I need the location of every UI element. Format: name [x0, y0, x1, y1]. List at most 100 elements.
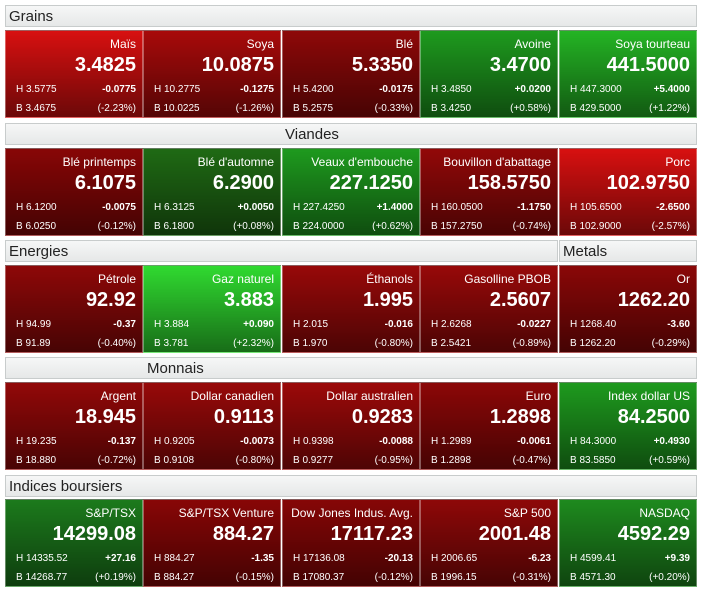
quote-low: B 429.5000	[570, 103, 622, 114]
quote-tile[interactable]: S&P 500 2001.48 H 2006.65 -6.23 B 1996.15 (-0…	[420, 499, 558, 587]
quote-change: +0.090	[243, 319, 274, 330]
section-header: Grains	[5, 5, 697, 27]
quote-high: H 0.9398	[293, 436, 334, 447]
quote-tile[interactable]: Éthanols 1.995 H 2.015 -0.016 B 1.970 (-0.80%…	[282, 265, 420, 353]
quote-low: B 0.9277	[293, 455, 334, 466]
quote-price: 17117.23	[330, 523, 413, 545]
quote-percent: (-0.33%)	[374, 103, 413, 114]
quote-price: 3.4825	[74, 54, 136, 76]
quote-percent: (+2.32%)	[233, 338, 274, 349]
quote-percent: (-0.40%)	[97, 338, 136, 349]
quote-change: +0.0050	[237, 202, 274, 213]
quote-tile[interactable]: Blé d'automne 6.2900 H 6.3125 +0.0050 B 6.18…	[143, 148, 281, 236]
quote-name: S&P 500	[503, 506, 551, 520]
quote-name: Maïs	[109, 37, 136, 51]
quote-price: 92.92	[85, 289, 136, 311]
quote-percent: (-0.29%)	[651, 338, 690, 349]
quote-tile[interactable]: Soya tourteau 441.5000 H 447.3000 +5.4000 B …	[559, 30, 697, 118]
quote-change: -0.0073	[240, 436, 274, 447]
quote-price: 6.2900	[212, 172, 274, 194]
quote-high: H 17136.08	[293, 553, 345, 564]
quote-tile[interactable]: Dow Jones Indus. Avg. 17117.23 H 17136.08 -…	[282, 499, 420, 587]
quote-low: B 4571.30	[570, 572, 616, 583]
quote-price: 5.3350	[351, 54, 413, 76]
quote-tile[interactable]: Gaz naturel 3.883 H 3.884 +0.090 B 3.781 (+2.…	[143, 265, 281, 353]
quote-tile[interactable]: Dollar canadien 0.9113 H 0.9205 -0.0073 B 0.…	[143, 382, 281, 470]
quote-tile[interactable]: S&P/TSX Venture 884.27 H 884.27 -1.35 B 884.…	[143, 499, 281, 587]
quote-tile[interactable]: Pétrole 92.92 H 94.99 -0.37 B 91.89 (-0.40%)	[5, 265, 143, 353]
section-header: Metals	[559, 240, 697, 262]
quote-tile[interactable]: Or 1262.20 H 1268.40 -3.60 B 1262.20 (-0.29%)	[559, 265, 697, 353]
quote-price: 84.2500	[617, 406, 690, 428]
quote-high: H 3.884	[154, 319, 190, 330]
quote-tile[interactable]: Bouvillon d'abattage 158.5750 H 160.0500 -1…	[420, 148, 558, 236]
quote-name: Porc	[665, 155, 690, 169]
quote-change: +27.16	[105, 553, 136, 564]
quote-low: B 6.0250	[16, 221, 57, 232]
quote-tile[interactable]: Index dollar US 84.2500 H 84.3000 +0.4930 B …	[559, 382, 697, 470]
quote-price: 3.883	[223, 289, 274, 311]
quote-high: H 84.3000	[570, 436, 617, 447]
quote-high: H 3.5775	[16, 84, 57, 95]
quote-price: 0.9283	[351, 406, 413, 428]
quote-high: H 0.9205	[154, 436, 195, 447]
quote-price: 102.9750	[606, 172, 690, 194]
quote-price: 158.5750	[467, 172, 551, 194]
quote-percent: (-1.26%)	[235, 103, 274, 114]
quote-low: B 0.9108	[154, 455, 195, 466]
quote-change: -0.0088	[379, 436, 413, 447]
quote-change: -3.60	[667, 319, 690, 330]
quote-change: -0.1275	[240, 84, 274, 95]
quote-tile[interactable]: Gasolline PBOB 2.5607 H 2.6268 -0.0227 B 2.5…	[420, 265, 558, 353]
quote-percent: (+0.08%)	[233, 221, 274, 232]
quote-name: Avoine	[514, 37, 551, 51]
section-header: Energies	[5, 240, 558, 262]
quote-price: 1.995	[362, 289, 413, 311]
quote-name: Argent	[100, 389, 136, 403]
quote-low: B 83.5850	[570, 455, 616, 466]
quote-high: H 160.0500	[431, 202, 483, 213]
quote-tile[interactable]: Avoine 3.4700 H 3.4850 +0.0200 B 3.4250 (+0.5…	[420, 30, 558, 118]
quote-percent: (-0.47%)	[512, 455, 551, 466]
quote-name: S&P/TSX Venture	[178, 506, 274, 520]
quote-tile[interactable]: Dollar australien 0.9283 H 0.9398 -0.0088 B …	[282, 382, 420, 470]
quote-tile[interactable]: Blé printemps 6.1075 H 6.1200 -0.0075 B 6.02…	[5, 148, 143, 236]
quote-name: Gaz naturel	[211, 272, 274, 286]
quote-name: Blé	[395, 37, 413, 51]
quote-low: B 3.781	[154, 338, 189, 349]
quote-percent: (-0.31%)	[512, 572, 551, 583]
quote-change: -0.0775	[102, 84, 136, 95]
quote-tile[interactable]: NASDAQ 4592.29 H 4599.41 +9.39 B 4571.30 (+0.…	[559, 499, 697, 587]
quote-tile[interactable]: Maïs 3.4825 H 3.5775 -0.0775 B 3.4675 (-2.23%…	[5, 30, 143, 118]
quote-percent: (-0.74%)	[512, 221, 551, 232]
quote-tile[interactable]: Porc 102.9750 H 105.6500 -2.6500 B 102.9000 (…	[559, 148, 697, 236]
quote-low: B 2.5421	[431, 338, 472, 349]
quote-percent: (-0.80%)	[235, 455, 274, 466]
quote-high: H 2.015	[293, 319, 329, 330]
quote-tile[interactable]: S&P/TSX 14299.08 H 14335.52 +27.16 B 14268.7…	[5, 499, 143, 587]
quote-change: -0.016	[384, 319, 413, 330]
quote-percent: (-2.57%)	[651, 221, 690, 232]
quote-tile[interactable]: Argent 18.945 H 19.235 -0.137 B 18.880 (-0.72…	[5, 382, 143, 470]
quote-tile[interactable]: Blé 5.3350 H 5.4200 -0.0175 B 5.2575 (-0.33%)	[282, 30, 420, 118]
quote-price: 441.5000	[606, 54, 690, 76]
quote-name: Blé printemps	[62, 155, 136, 169]
quote-high: H 14335.52	[16, 553, 68, 564]
quote-tile[interactable]: Veaux d'embouche 227.1250 H 227.4250 +1.400…	[282, 148, 420, 236]
quote-high: H 6.1200	[16, 202, 57, 213]
quote-high: H 1.2989	[431, 436, 472, 447]
quote-change: -0.0061	[517, 436, 551, 447]
quote-high: H 6.3125	[154, 202, 195, 213]
quote-change: -0.0175	[379, 84, 413, 95]
quote-low: B 3.4250	[431, 103, 472, 114]
quote-tile[interactable]: Soya 10.0875 H 10.2775 -0.1275 B 10.0225 (-1.…	[143, 30, 281, 118]
quote-high: H 105.6500	[570, 202, 622, 213]
quote-percent: (-0.80%)	[374, 338, 413, 349]
quote-price: 10.0875	[201, 54, 274, 76]
quote-change: +0.0200	[514, 84, 551, 95]
quote-name: Gasolline PBOB	[464, 272, 551, 286]
quote-tile[interactable]: Euro 1.2898 H 1.2989 -0.0061 B 1.2898 (-0.47%…	[420, 382, 558, 470]
quote-percent: (+0.62%)	[372, 221, 413, 232]
quote-price: 1.2898	[489, 406, 551, 428]
quote-percent: (-2.23%)	[97, 103, 136, 114]
